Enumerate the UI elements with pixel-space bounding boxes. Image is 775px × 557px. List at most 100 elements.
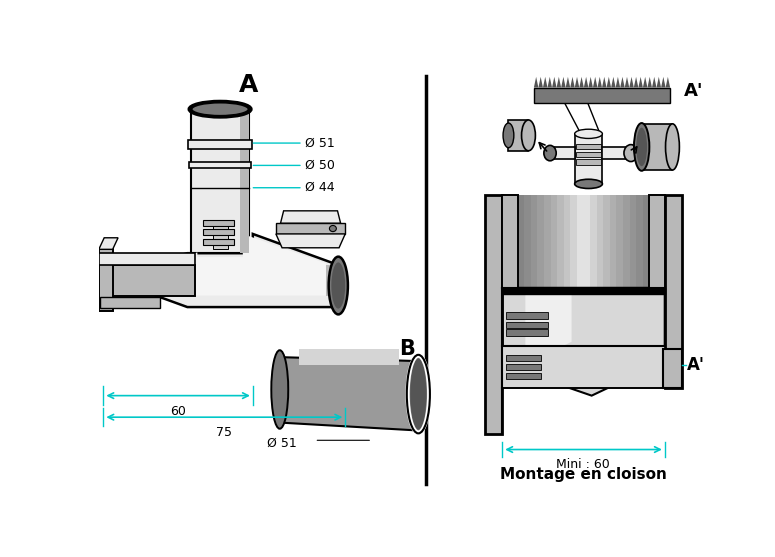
Text: 60: 60 [170,404,186,418]
Polygon shape [642,196,649,288]
Polygon shape [557,196,563,288]
Polygon shape [502,196,518,288]
Polygon shape [666,77,670,87]
Polygon shape [276,223,345,234]
Polygon shape [502,288,665,294]
Polygon shape [203,220,233,226]
Text: Montage en cloison: Montage en cloison [500,467,666,482]
Text: A: A [239,74,259,97]
Polygon shape [99,250,112,311]
Polygon shape [506,329,549,335]
Polygon shape [570,196,577,288]
Text: Ø 50: Ø 50 [305,159,335,172]
Polygon shape [661,77,666,87]
Polygon shape [502,345,665,388]
Polygon shape [642,124,673,170]
Polygon shape [602,147,631,159]
Polygon shape [625,77,629,87]
Polygon shape [99,265,195,296]
Polygon shape [575,77,579,87]
Polygon shape [663,349,682,388]
Polygon shape [518,196,524,288]
Text: 75: 75 [216,426,232,439]
Polygon shape [579,77,584,87]
Polygon shape [100,297,160,308]
Polygon shape [570,77,575,87]
Ellipse shape [544,145,556,161]
Ellipse shape [271,350,288,429]
Polygon shape [203,229,233,236]
Polygon shape [652,77,656,87]
Polygon shape [506,312,549,319]
Ellipse shape [575,129,602,139]
Polygon shape [191,109,249,253]
Polygon shape [588,77,593,87]
Polygon shape [561,77,566,87]
Polygon shape [189,162,251,168]
Polygon shape [629,77,634,87]
Polygon shape [656,77,661,87]
Polygon shape [665,196,682,388]
Ellipse shape [332,262,345,309]
Polygon shape [623,196,629,288]
Text: A': A' [687,356,705,374]
Polygon shape [616,196,623,288]
Ellipse shape [329,226,336,232]
Ellipse shape [329,257,348,314]
Polygon shape [544,196,550,288]
Polygon shape [502,288,665,395]
Ellipse shape [636,128,647,166]
Polygon shape [598,77,602,87]
Polygon shape [629,196,636,288]
Polygon shape [508,120,529,151]
Polygon shape [203,240,233,246]
Text: A': A' [684,82,704,100]
Polygon shape [577,159,601,165]
Polygon shape [615,77,620,87]
Text: Ø 51: Ø 51 [305,136,335,150]
Polygon shape [99,238,118,250]
Polygon shape [577,144,601,149]
Polygon shape [280,357,415,430]
Polygon shape [634,77,639,87]
Polygon shape [649,196,665,288]
Polygon shape [607,77,611,87]
Ellipse shape [575,179,602,188]
Polygon shape [525,290,572,365]
Polygon shape [157,234,326,296]
Polygon shape [620,77,625,87]
Polygon shape [550,196,557,288]
Polygon shape [547,77,552,87]
Ellipse shape [503,123,514,148]
Ellipse shape [522,120,536,151]
Polygon shape [563,196,570,288]
Polygon shape [299,349,399,365]
Ellipse shape [624,145,638,162]
Polygon shape [213,220,228,250]
Polygon shape [506,373,541,379]
Polygon shape [239,109,249,253]
Polygon shape [543,77,547,87]
Polygon shape [584,77,588,87]
Ellipse shape [191,102,249,116]
Text: Ø 44: Ø 44 [305,181,335,194]
Polygon shape [593,77,598,87]
Polygon shape [506,364,541,370]
Polygon shape [639,77,643,87]
Polygon shape [577,152,601,157]
Polygon shape [584,196,590,288]
Polygon shape [550,147,575,159]
Ellipse shape [410,359,426,429]
Polygon shape [506,322,549,328]
Polygon shape [610,196,616,288]
Ellipse shape [634,123,649,171]
Polygon shape [556,77,561,87]
Text: Mini : 60: Mini : 60 [556,458,610,471]
Ellipse shape [666,124,680,170]
Polygon shape [611,77,615,87]
Polygon shape [643,77,647,87]
Polygon shape [188,140,252,149]
Polygon shape [647,77,652,87]
Polygon shape [485,196,502,434]
Polygon shape [145,234,338,307]
